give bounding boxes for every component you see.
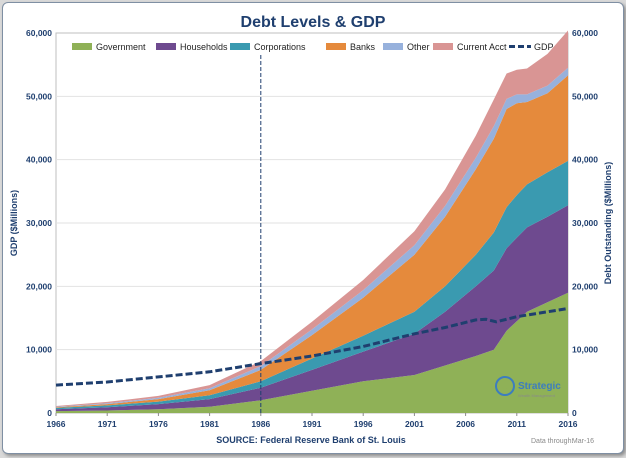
x-tick-label: 2001 (405, 419, 424, 429)
y-tick-left-label: 40,000 (26, 155, 52, 165)
chart-title: Debt Levels & GDP (241, 14, 386, 31)
legend-swatch (433, 43, 453, 50)
x-tick-label: 1996 (354, 419, 373, 429)
debt-gdp-chart: Debt Levels & GDP 0 10,000 20,000 30,000 40,… (9, 14, 613, 445)
x-tick-label: 1976 (149, 419, 168, 429)
logo-mark (495, 376, 515, 396)
legend-swatch (72, 43, 92, 50)
gdp-line (55, 307, 569, 387)
x-tick-label: 2016 (559, 419, 578, 429)
y-tick-right-label: 10,000 (572, 345, 598, 355)
logo-subtext: Wealth Management (518, 393, 556, 398)
x-tick-label: 2006 (456, 419, 475, 429)
legend-label: Corporations (254, 42, 306, 52)
area-corporations (56, 160, 568, 410)
data-through-value: Mar-16 (572, 438, 594, 445)
legend-swatch (156, 43, 176, 50)
x-tick-label: 1971 (98, 419, 117, 429)
legend-swatch (230, 43, 250, 50)
legend-label: Other (407, 42, 430, 52)
legend-swatch (326, 43, 346, 50)
stacked-areas (56, 30, 568, 413)
y-tick-right-label: 30,000 (572, 218, 598, 228)
legend: Government Households Corporations Banks Oth… (72, 42, 554, 52)
y-axis-right-ticks: 0 10,000 20,000 30,000 40,000 50,000 60,000 (572, 28, 598, 418)
company-logo: Strategic Wealth Management (495, 376, 561, 398)
x-tick-label: 1966 (47, 419, 66, 429)
x-tick-label: 1991 (303, 419, 322, 429)
gdp-line-group (55, 307, 569, 387)
data-through-label: Data through: (531, 438, 573, 445)
y-tick-right-label: 50,000 (572, 91, 598, 101)
area-government (56, 292, 568, 413)
legend-label: Current Acct (457, 42, 507, 52)
legend-swatch (383, 43, 403, 50)
x-tick-label: 1986 (251, 419, 270, 429)
x-tick-label: 1981 (200, 419, 219, 429)
legend-label-gdp: GDP (534, 42, 554, 52)
logo-text: Strategic (518, 381, 561, 392)
y-tick-left-label: 50,000 (26, 91, 52, 101)
x-axis-ticks: 1966 1971 1976 1981 1986 1991 1996 2001 2006 2011… (47, 413, 578, 429)
area-households (56, 205, 568, 412)
area-banks (56, 75, 568, 408)
y-tick-right-label: 40,000 (572, 155, 598, 165)
legend-label: Households (180, 42, 228, 52)
y-tick-left-label: 30,000 (26, 218, 52, 228)
y-tick-left-label: 0 (47, 408, 52, 418)
area-other (56, 67, 568, 408)
y-axis-right-label: Debt Outstanding ($Millions) (603, 162, 613, 285)
y-axis-left-label: GDP ($Millions) (9, 190, 19, 256)
legend-label: Government (96, 42, 146, 52)
x-tick-label: 2011 (508, 419, 527, 429)
y-tick-right-label: 0 (572, 408, 577, 418)
y-axis-left-ticks: 0 10,000 20,000 30,000 40,000 50,000 60,000 (26, 28, 52, 418)
source-label: SOURCE: Federal Reserve Bank of St. Loui… (216, 435, 406, 445)
y-tick-left-label: 20,000 (26, 281, 52, 291)
y-tick-left-label: 10,000 (26, 345, 52, 355)
logo-dot (502, 383, 508, 389)
y-tick-left-label: 60,000 (26, 28, 52, 38)
legend-label: Banks (350, 42, 376, 52)
y-tick-right-label: 60,000 (572, 28, 598, 38)
y-tick-right-label: 20,000 (572, 281, 598, 291)
